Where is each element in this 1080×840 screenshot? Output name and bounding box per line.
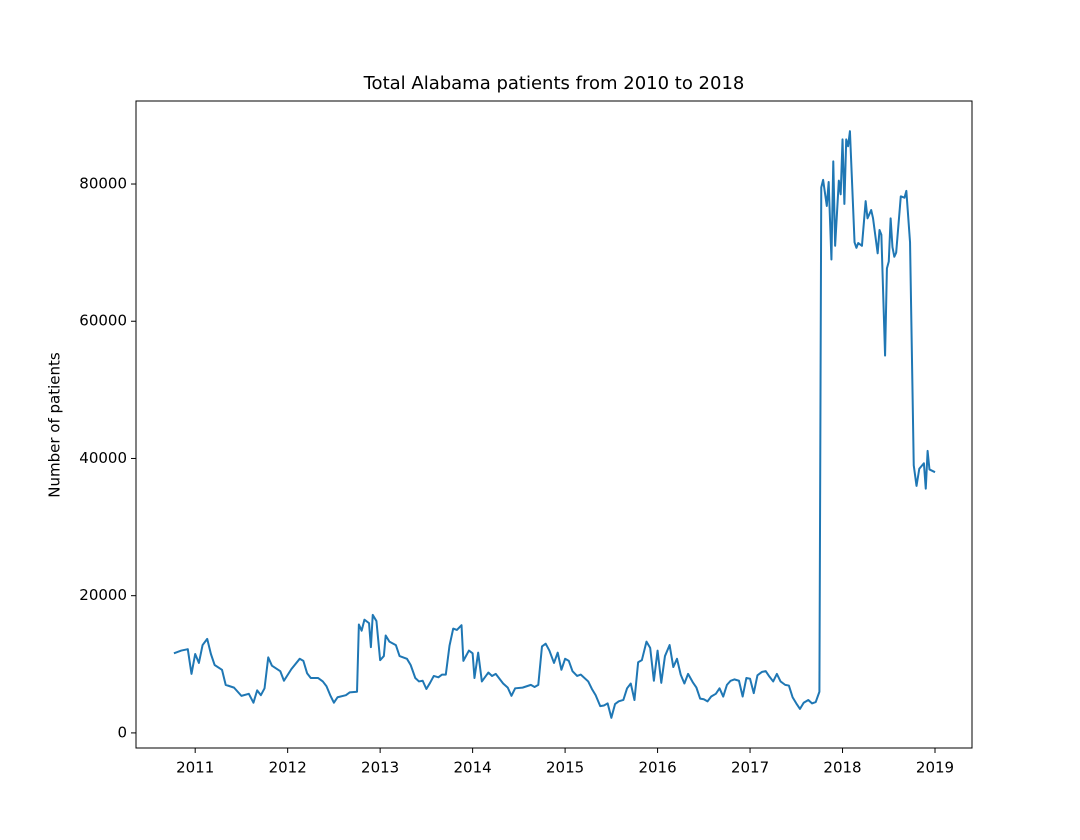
x-tick-label: 2012 — [269, 759, 307, 777]
y-tick-label: 80000 — [79, 175, 127, 193]
y-axis-label: Number of patients — [46, 352, 64, 498]
x-tick-label: 2015 — [546, 759, 584, 777]
x-tick-label: 2018 — [823, 759, 861, 777]
data-line — [173, 130, 936, 719]
x-tick-label: 2017 — [731, 759, 769, 777]
x-tick-label: 2013 — [361, 759, 399, 777]
y-tick-label: 20000 — [79, 586, 127, 604]
x-tick-label: 2016 — [638, 759, 676, 777]
y-tick-label: 0 — [117, 723, 127, 741]
x-tick-label: 2019 — [916, 759, 954, 777]
y-tick-label: 40000 — [79, 449, 127, 467]
x-tick-label: 2011 — [176, 759, 214, 777]
x-tick-label: 2014 — [454, 759, 492, 777]
plot-frame — [135, 100, 973, 749]
y-tick-label: 60000 — [79, 312, 127, 330]
chart-title: Total Alabama patients from 2010 to 2018 — [363, 73, 745, 94]
